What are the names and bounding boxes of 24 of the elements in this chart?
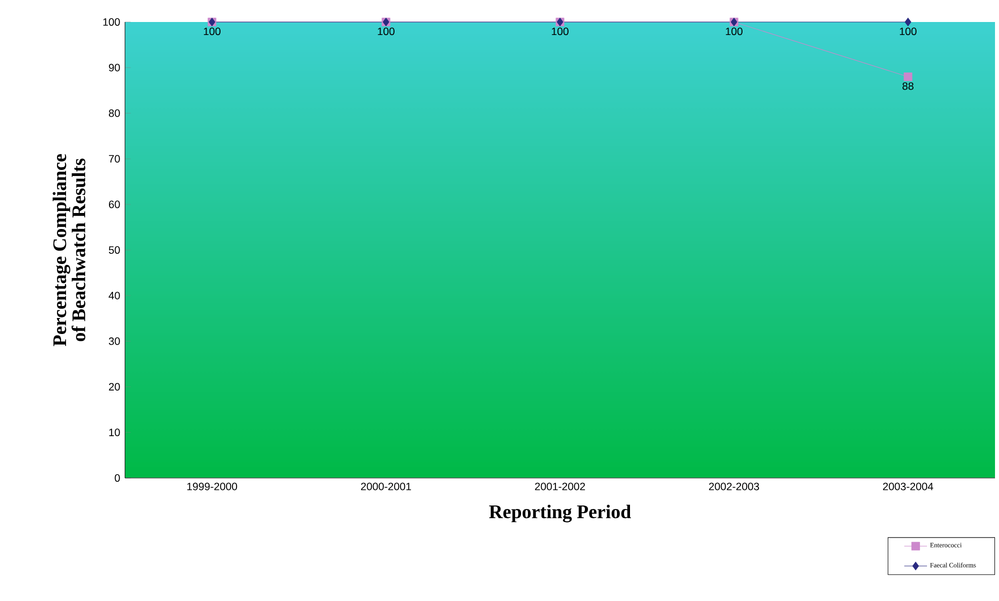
y-tick-label: 50 — [108, 246, 120, 254]
y-tick-label: 20 — [108, 383, 120, 391]
x-tick-label: 2000-2001 — [361, 482, 411, 490]
y-tick-label: 90 — [108, 64, 120, 72]
data-label: 100 — [378, 28, 394, 36]
x-tick-label: 2001-2002 — [535, 482, 585, 490]
y-tick-label: 80 — [108, 109, 120, 117]
y-tick-label: 40 — [108, 292, 120, 300]
x-tick-label: 2003-2004 — [883, 482, 934, 490]
data-label: 88 — [902, 82, 914, 90]
y-tick-label: 10 — [109, 428, 120, 436]
y-tick-label: 100 — [103, 18, 120, 26]
y-tick-label: 0 — [114, 474, 120, 482]
x-axis-title: Reporting Period — [489, 504, 631, 522]
x-tick-label: 1999-2000 — [187, 482, 238, 490]
y-axis-title: Percentage Compliance of Beachwatch Results — [52, 154, 86, 346]
y-tick-label: 30 — [108, 337, 120, 345]
data-label: 100 — [552, 28, 568, 36]
x-tick-label: 2002-2003 — [709, 482, 760, 490]
data-label: 100 — [204, 28, 220, 36]
data-label: 100 — [726, 28, 742, 36]
y-tick-label: 70 — [108, 155, 120, 163]
data-label: 100 — [900, 28, 916, 36]
y-tick-label: 60 — [108, 200, 120, 208]
